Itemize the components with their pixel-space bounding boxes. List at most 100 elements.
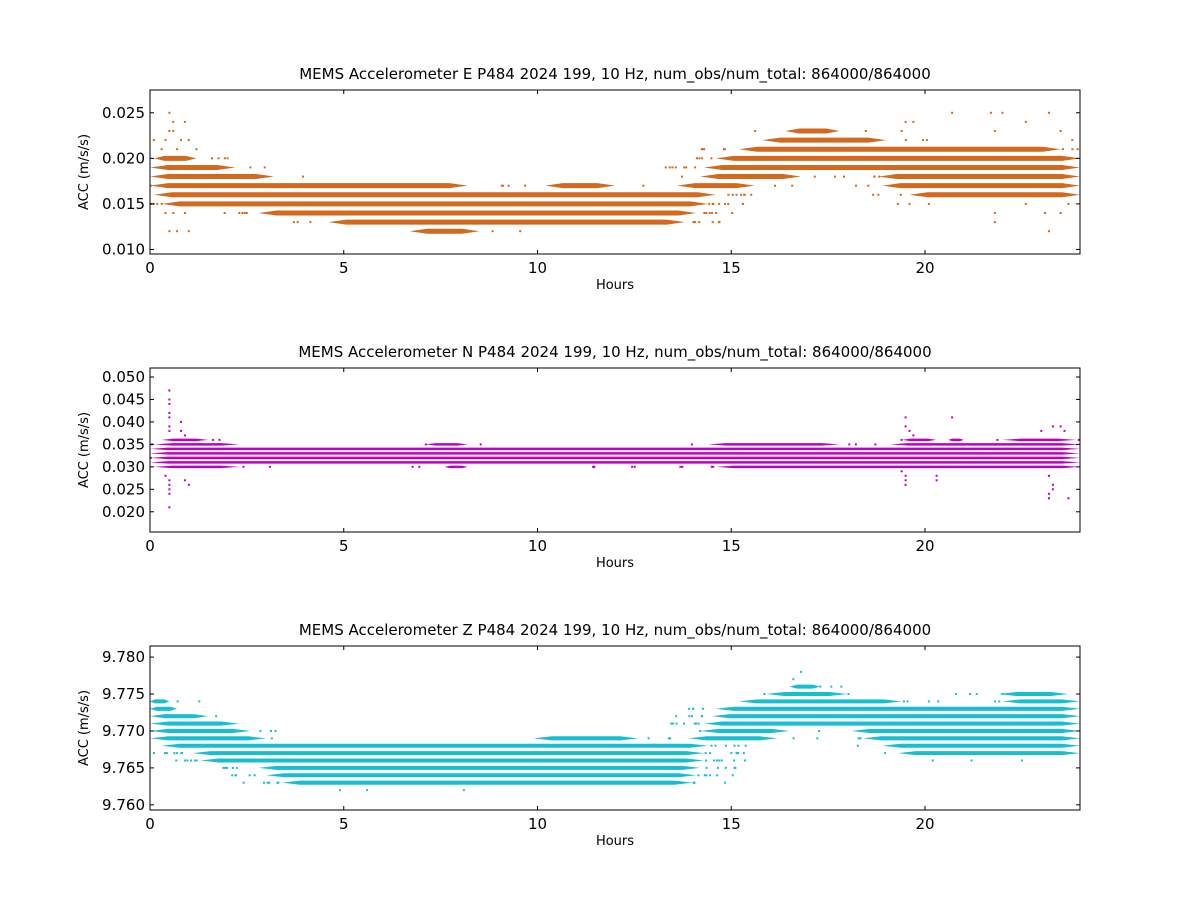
data-point	[183, 434, 186, 437]
data-point	[716, 774, 719, 777]
data-point	[693, 781, 696, 784]
data-point	[720, 759, 723, 762]
data-point	[705, 212, 708, 214]
data-band	[150, 456, 1080, 460]
data-point	[736, 752, 739, 755]
data-point	[1067, 202, 1070, 205]
data-point	[993, 221, 996, 224]
data-point	[704, 752, 707, 755]
data-point	[692, 221, 695, 224]
data-point	[633, 465, 636, 468]
data-point	[695, 722, 698, 725]
data-point	[217, 157, 220, 160]
data-point	[172, 120, 175, 123]
data-point	[818, 730, 821, 732]
data-point	[198, 700, 201, 703]
data-point	[742, 752, 745, 755]
data-point	[187, 139, 190, 142]
data-point	[223, 212, 226, 214]
axes-frame	[149, 89, 1081, 255]
data-band	[715, 465, 1080, 469]
data-point	[724, 766, 727, 769]
data-point	[969, 693, 972, 695]
data-point	[714, 744, 717, 747]
data-band	[161, 743, 708, 748]
data-point	[710, 744, 713, 747]
data-point	[302, 175, 304, 178]
data-point	[840, 685, 843, 688]
data-point	[688, 715, 691, 718]
x-tick-label: 15	[722, 537, 741, 555]
data-point	[683, 722, 686, 725]
data-point	[904, 479, 907, 482]
data-point	[951, 111, 954, 114]
data-point	[180, 139, 182, 142]
data-point	[231, 766, 234, 769]
data-point	[243, 212, 246, 214]
data-point	[168, 130, 171, 132]
x-tick-label: 5	[339, 537, 349, 555]
data-point	[491, 230, 494, 233]
data-point	[705, 766, 708, 769]
data-point	[935, 479, 938, 482]
data-point	[670, 722, 673, 725]
x-axis-label-e: Hours	[596, 278, 634, 293]
data-point	[248, 774, 251, 777]
chart-title-n: MEMS Accelerometer N P484 2024 199, 10 H…	[298, 343, 931, 362]
data-point	[737, 744, 740, 747]
data-point	[524, 184, 527, 187]
data-point	[1051, 488, 1054, 491]
data-point	[711, 221, 714, 224]
x-tick-label: 10	[528, 815, 547, 833]
data-point	[708, 774, 711, 777]
data-point	[1044, 212, 1047, 214]
data-band	[739, 146, 1061, 152]
data-point	[834, 175, 836, 178]
data-point	[190, 759, 193, 762]
data-point	[176, 230, 179, 233]
data-point	[172, 212, 175, 214]
data-point	[724, 781, 727, 784]
data-point	[744, 759, 746, 762]
data-point	[462, 789, 465, 792]
y-tick-label: 0.040	[102, 413, 145, 431]
data-band	[425, 443, 468, 446]
data-point	[935, 474, 938, 477]
data-point	[1048, 474, 1050, 477]
data-point	[1077, 438, 1080, 441]
data-point	[731, 212, 734, 214]
y-tick-label: 9.770	[102, 722, 145, 740]
data-point	[263, 166, 266, 169]
data-point	[168, 389, 171, 392]
data-point	[218, 438, 221, 441]
data-point	[724, 744, 727, 747]
data-band	[153, 155, 197, 161]
data-point	[904, 416, 907, 419]
data-point	[164, 474, 167, 477]
data-band	[789, 684, 821, 689]
panel-n: 0 5 10 15 20 0.020 0.025 0.030 0.035 0.040 0.045 0.…	[77, 343, 1081, 571]
data-point	[711, 212, 713, 214]
data-band	[150, 706, 178, 711]
data-point	[998, 700, 1001, 703]
data-point	[743, 193, 746, 196]
data-point	[899, 193, 902, 196]
data-point	[1059, 212, 1062, 214]
data-point	[800, 670, 802, 673]
data-point	[187, 230, 190, 233]
y-axis-label-n: ACC (m/s/s)	[77, 412, 92, 488]
data-band	[909, 192, 1080, 198]
data-band	[762, 137, 887, 143]
x-tick-label: 10	[528, 259, 547, 277]
data-point	[740, 193, 743, 196]
data-point	[855, 184, 857, 187]
data-point	[1063, 429, 1066, 432]
y-tick-label: 0.030	[102, 458, 145, 476]
data-band	[739, 699, 902, 704]
data-point	[900, 130, 903, 132]
data-point	[669, 737, 672, 740]
data-point	[993, 130, 996, 132]
data-point	[718, 202, 721, 205]
data-point	[274, 730, 277, 732]
